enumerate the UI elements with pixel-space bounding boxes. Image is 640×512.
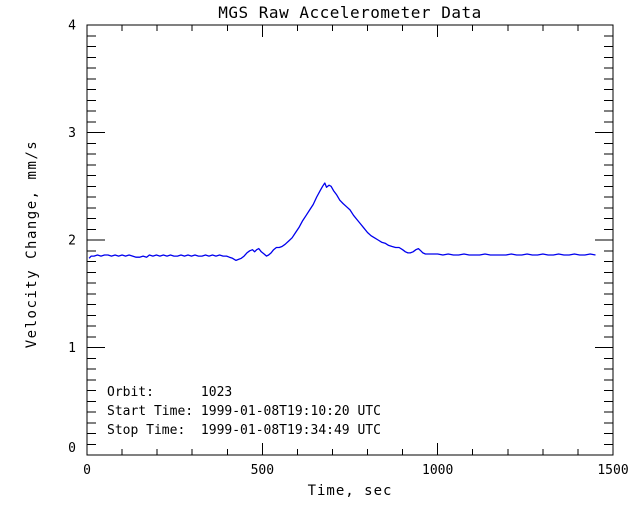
x-axis-label: Time, sec	[307, 483, 393, 499]
y-tick-label: 3	[68, 126, 76, 141]
annotation-start-time: Start Time: 1999-01-08T19:10:20 UTC	[107, 404, 381, 419]
y-tick-label: 1	[68, 341, 76, 356]
chart-title: MGS Raw Accelerometer Data	[218, 3, 482, 22]
y-tick-label: 2	[68, 234, 76, 249]
x-tick-label: 0	[83, 463, 91, 478]
x-tick-label: 1000	[422, 463, 453, 478]
x-tick-label: 500	[251, 463, 274, 478]
annotation-block: Orbit: 1023 Start Time: 1999-01-08T19:10…	[107, 383, 381, 440]
annotation-orbit: Orbit: 1023	[107, 385, 233, 400]
y-tick-label: 4	[68, 19, 76, 34]
y-tick-label: 0	[68, 441, 76, 456]
x-tick-label: 1500	[597, 463, 628, 478]
annotation-stop-time: Stop Time: 1999-01-08T19:34:49 UTC	[107, 423, 381, 438]
data-line-velocity-change	[88, 182, 596, 262]
